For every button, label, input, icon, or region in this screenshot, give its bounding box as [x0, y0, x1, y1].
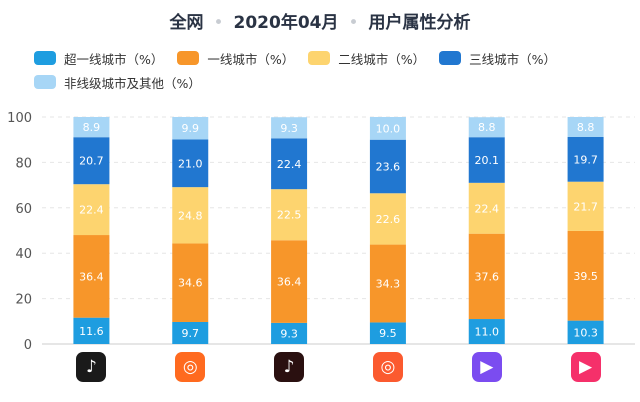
bar-segment	[73, 317, 110, 344]
data-label: 9.3	[280, 327, 298, 340]
data-label: 9.5	[379, 327, 397, 340]
y-tick-label: 20	[15, 293, 32, 308]
kuaishou-icon: ◎	[175, 352, 206, 382]
y-tick-label: 0	[24, 338, 32, 353]
legend-item[interactable]: 非线级城市及其他（%）	[34, 70, 201, 94]
legend-item[interactable]: 超一线城市（%）	[34, 46, 163, 70]
data-label: 37.6	[475, 270, 500, 283]
data-label: 10.3	[573, 326, 598, 339]
bar-segment	[271, 117, 308, 139]
bar-segment	[567, 320, 604, 344]
legend-label: 三线城市（%）	[469, 51, 557, 67]
bar-segment	[172, 243, 209, 322]
y-tick-label: 60	[15, 202, 32, 217]
data-label: 36.4	[277, 276, 302, 289]
data-label: 9.3	[280, 122, 298, 135]
bar-segment	[468, 319, 505, 344]
legend-label: 非线级城市及其他（%）	[64, 75, 201, 91]
y-tick-label: 100	[7, 111, 32, 126]
data-label: 34.6	[178, 277, 203, 290]
legend-item[interactable]: 二线城市（%）	[308, 46, 425, 70]
bar-segment	[73, 117, 110, 138]
data-label: 36.4	[79, 270, 104, 283]
kuaishou-lite-icon: ◎	[372, 352, 403, 382]
data-label: 20.1	[475, 154, 500, 167]
bar-segment	[73, 235, 110, 318]
bar-segment	[468, 182, 505, 234]
data-label: 11.6	[79, 325, 104, 338]
haokan-icon: ▶	[570, 352, 601, 382]
data-label: 9.7	[182, 327, 200, 340]
bar-segment	[73, 184, 110, 236]
bar-segment	[271, 240, 308, 323]
bar-segment	[271, 138, 308, 190]
bar-segment	[172, 187, 209, 244]
bar-segment	[271, 322, 308, 344]
bar-segment	[73, 137, 110, 185]
data-label: 22.4	[475, 202, 500, 215]
legend-swatch	[308, 51, 331, 65]
bar-segment	[369, 322, 406, 344]
data-label: 22.4	[277, 158, 302, 171]
data-label: 23.6	[376, 160, 401, 173]
legend-label: 超一线城市（%）	[64, 51, 164, 67]
bar-segment	[468, 137, 505, 183]
data-label: 22.6	[376, 213, 401, 226]
data-label: 8.8	[478, 121, 496, 134]
data-label: 10.0	[376, 122, 401, 135]
data-label: 39.5	[573, 270, 598, 283]
bar-segment	[369, 117, 406, 140]
legend-item[interactable]: 三线城市（%）	[439, 46, 556, 70]
bar-segment	[369, 244, 406, 323]
bar-segment	[271, 189, 308, 241]
legend: 超一线城市（%） 一线城市（%） 二线城市（%） 三线城市（%） 非线级城市及其他（%）	[34, 46, 634, 94]
data-label: 34.3	[376, 278, 401, 291]
data-label: 21.0	[178, 157, 203, 170]
bar-segment	[172, 117, 209, 140]
bar-segment	[369, 193, 406, 245]
bar-segment	[468, 233, 505, 320]
title-scope: 全网	[169, 13, 204, 33]
data-label: 21.7	[573, 200, 598, 213]
legend-swatch	[34, 75, 56, 89]
data-label: 22.5	[277, 209, 302, 222]
title-date: 2020年04月	[233, 13, 339, 33]
title-separator: •	[348, 13, 359, 33]
legend-item[interactable]: 一线城市（%）	[177, 46, 294, 70]
bar-segment	[172, 139, 209, 188]
title-separator: •	[213, 13, 224, 33]
data-label: 24.8	[178, 209, 203, 222]
title-subject: 用户属性分析	[368, 13, 471, 33]
data-label: 20.7	[79, 155, 104, 168]
data-label: 8.8	[577, 121, 595, 134]
huoshan-icon: ♪	[274, 352, 305, 382]
data-label: 22.4	[79, 204, 104, 217]
douyin-icon: ♪	[76, 352, 107, 382]
data-label: 19.7	[573, 153, 598, 166]
bar-segment	[567, 181, 604, 231]
legend-label: 一线城市（%）	[207, 51, 295, 67]
data-label: 8.9	[83, 121, 101, 134]
y-tick-label: 40	[15, 247, 32, 262]
bar-segment	[369, 139, 406, 194]
bar-segment	[567, 230, 604, 321]
legend-label: 二线城市（%）	[338, 51, 426, 67]
legend-swatch	[34, 51, 56, 65]
bar-segment	[567, 136, 604, 182]
bar-segment	[468, 117, 505, 138]
data-label: 11.0	[475, 326, 500, 339]
bar-segment	[172, 321, 209, 344]
y-tick-label: 80	[15, 156, 32, 171]
weishi-icon: ▶	[471, 352, 502, 382]
bar-segment	[567, 117, 604, 137]
legend-swatch	[439, 51, 462, 65]
legend-swatch	[177, 51, 200, 65]
chart-title: 全网 • 2020年04月 • 用户属性分析	[0, 8, 640, 33]
data-label: 9.9	[182, 122, 200, 135]
